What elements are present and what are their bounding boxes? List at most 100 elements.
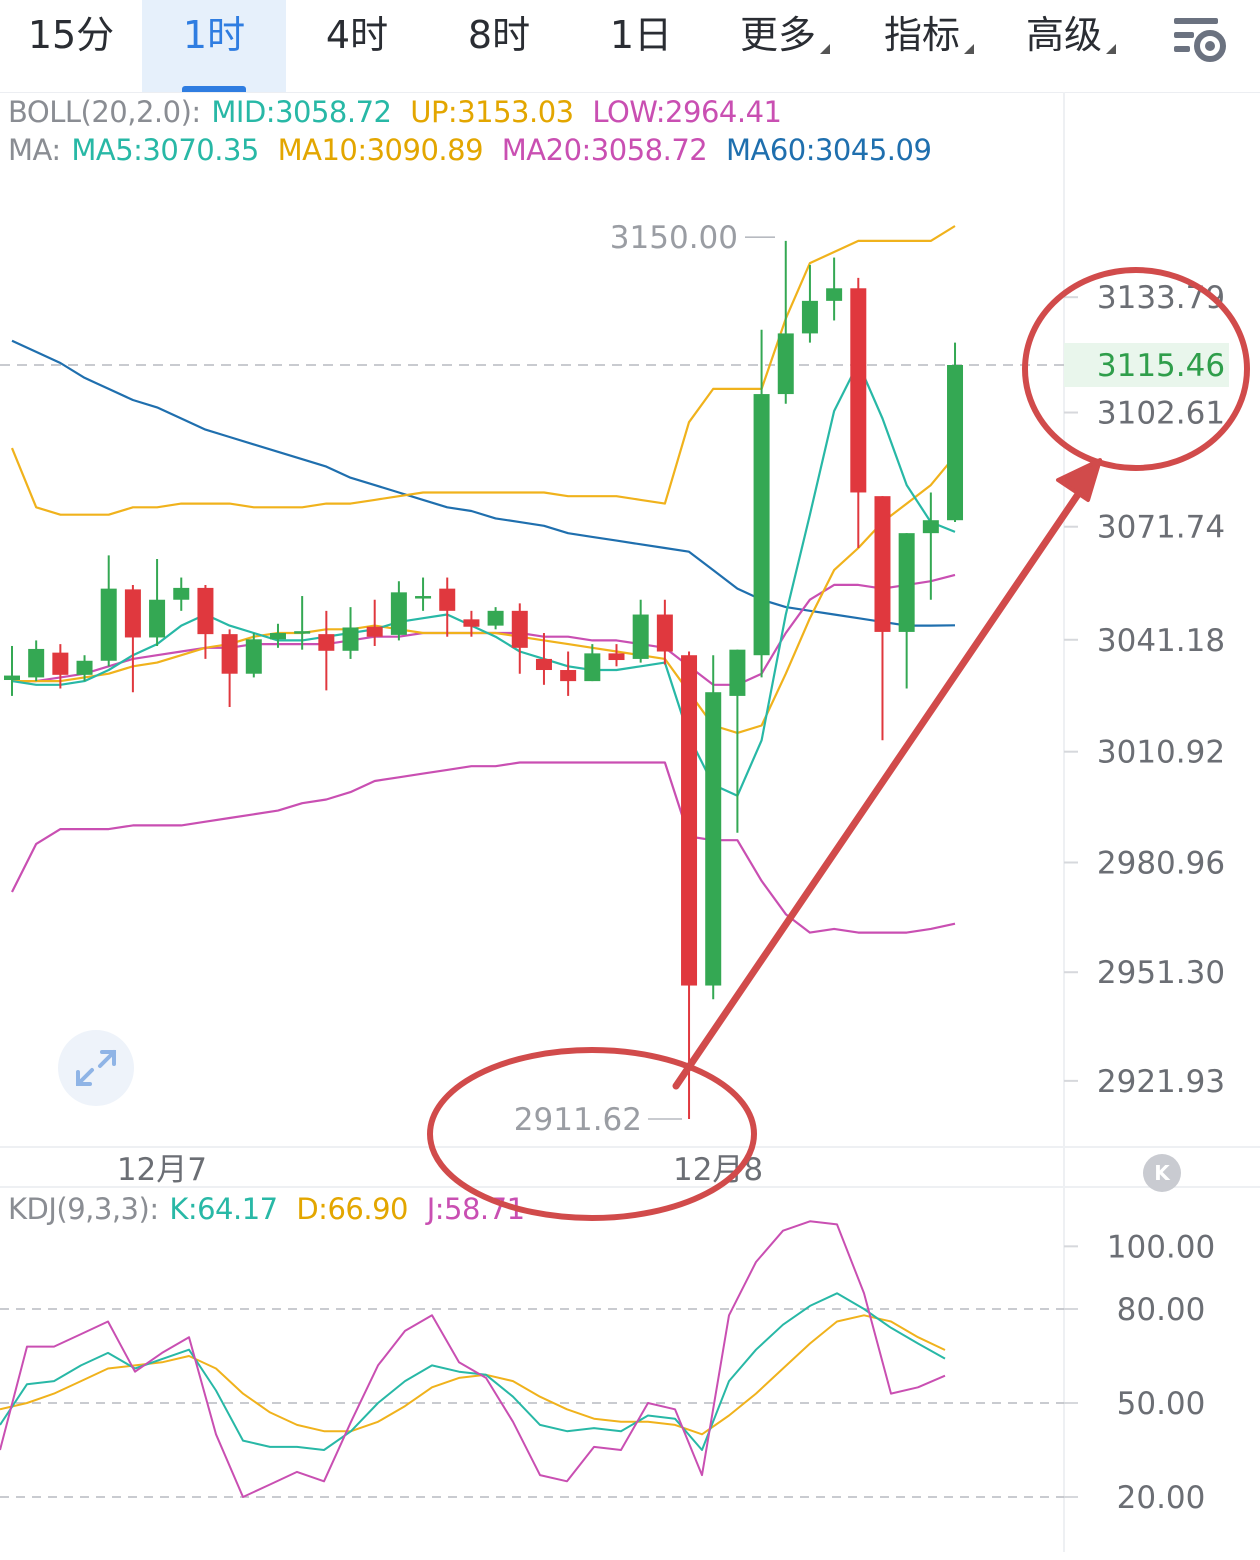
tab-indicators[interactable]: 指标 bbox=[858, 0, 1000, 92]
candle-body-down bbox=[850, 288, 867, 493]
candle-body-down bbox=[681, 655, 698, 986]
period-tab-bar: 15分 1时 4时 8时 1日 更多 指标 高级 bbox=[0, 0, 1260, 93]
kdj-k-value: K:64.17 bbox=[169, 1192, 278, 1226]
tab-advanced[interactable]: 高级 bbox=[1000, 0, 1142, 92]
ma10-value: MA10:3090.89 bbox=[277, 133, 484, 167]
kdj-k-line bbox=[0, 1292, 946, 1451]
candle-body-up bbox=[947, 365, 964, 521]
ma-legend-name: MA: bbox=[8, 133, 61, 167]
candle-body-down bbox=[608, 653, 625, 661]
boll-lower-line bbox=[11, 761, 956, 934]
kdj-d-value: D:66.90 bbox=[296, 1192, 408, 1226]
boll-up-value: UP:3153.03 bbox=[410, 95, 574, 129]
tab-4h[interactable]: 4时 bbox=[325, 13, 389, 57]
tab-1h[interactable]: 1时 bbox=[142, 0, 286, 92]
annotation-arrow-head bbox=[1056, 458, 1102, 502]
candle-body-down bbox=[366, 626, 383, 637]
dropdown-caret-icon bbox=[1106, 44, 1116, 54]
candle-body-up bbox=[922, 520, 939, 534]
dropdown-caret-icon bbox=[964, 44, 974, 54]
candle-body-down bbox=[221, 634, 238, 674]
low-price-label: 2911.62 bbox=[514, 1102, 642, 1138]
candle-body-down bbox=[439, 588, 456, 611]
candle-body-down bbox=[560, 670, 577, 682]
candle-body-up bbox=[777, 333, 794, 395]
price-tick-label: 3133.79 bbox=[1097, 280, 1225, 316]
kdj-tick-label: 50.00 bbox=[1117, 1386, 1206, 1422]
candle-body-up bbox=[632, 614, 649, 659]
price-tick-label: 2980.96 bbox=[1097, 846, 1225, 882]
expand-icon bbox=[76, 1050, 116, 1086]
kdj-legend-name: KDJ(9,3,3): bbox=[8, 1192, 159, 1226]
candle-body-up bbox=[729, 649, 746, 696]
candle-body-up bbox=[342, 627, 359, 651]
boll-upper-line bbox=[10, 225, 956, 516]
candle-body-up bbox=[584, 653, 601, 682]
boll-mid-value: MID:3058.72 bbox=[211, 95, 392, 129]
boll-low-value: LOW:2964.41 bbox=[592, 95, 782, 129]
kdj-d-line bbox=[0, 1314, 946, 1436]
price-tick-label: 2951.30 bbox=[1097, 955, 1225, 991]
price-tick-label: 3071.74 bbox=[1097, 510, 1225, 546]
candle-body-up bbox=[269, 633, 286, 640]
candle-body-up bbox=[76, 660, 93, 675]
candle-body-up bbox=[415, 596, 432, 599]
ma-legend: MA: MA5:3070.35 MA10:3090.89 MA20:3058.7… bbox=[8, 133, 941, 167]
kdj-tick-label: 80.00 bbox=[1117, 1292, 1206, 1328]
k-line-button[interactable]: K bbox=[1143, 1154, 1181, 1192]
ma60-value: MA60:3045.09 bbox=[725, 133, 932, 167]
boll-legend-name: BOLL(20,2.0): bbox=[8, 95, 201, 129]
candle-body-up bbox=[705, 692, 722, 986]
kdj-legend: KDJ(9,3,3): K:64.17 D:66.90 J:58.71 bbox=[8, 1192, 535, 1226]
dropdown-caret-icon bbox=[820, 44, 830, 54]
annotation-arrow-shaft bbox=[672, 483, 1087, 1090]
price-tick-label: 2921.93 bbox=[1097, 1064, 1225, 1100]
x-axis-label: 12月7 bbox=[117, 1152, 207, 1188]
candle-body-down bbox=[463, 619, 480, 627]
price-tick-label: 3010.92 bbox=[1097, 735, 1225, 771]
price-tick-label: 3041.18 bbox=[1097, 623, 1225, 659]
candle-body-up bbox=[390, 592, 407, 635]
candle-body-down bbox=[511, 610, 528, 648]
ma5-value: MA5:3070.35 bbox=[71, 133, 259, 167]
candle-body-up bbox=[801, 300, 818, 334]
candle-body-down bbox=[124, 589, 141, 638]
candle-body-up bbox=[898, 533, 915, 632]
high-price-label: 3150.00 bbox=[610, 220, 738, 256]
chart-settings-icon bbox=[1174, 18, 1226, 62]
candle-body-down bbox=[535, 658, 552, 671]
chart-settings-button[interactable] bbox=[1170, 10, 1230, 70]
candle-body-up bbox=[173, 587, 190, 600]
expand-button[interactable] bbox=[58, 1030, 134, 1106]
annotation-circle-low bbox=[427, 1047, 757, 1221]
tab-15min[interactable]: 15分 bbox=[27, 13, 115, 57]
kdj-j-line bbox=[0, 1220, 946, 1498]
boll-legend: BOLL(20,2.0): MID:3058.72 UP:3153.03 LOW… bbox=[8, 95, 791, 129]
candle-body-up bbox=[245, 639, 262, 674]
candle-body-up bbox=[149, 599, 166, 638]
price-tick-label: 3102.61 bbox=[1097, 396, 1225, 432]
candle-body-up bbox=[487, 610, 504, 626]
candle-body-down bbox=[656, 614, 673, 652]
annotation-circle-high bbox=[1022, 267, 1250, 471]
kdj-tick-label: 20.00 bbox=[1117, 1480, 1206, 1516]
last-price-label: 3115.46 bbox=[1097, 348, 1225, 384]
last-price-highlight bbox=[1064, 343, 1229, 387]
k-line-icon: K bbox=[1154, 1161, 1170, 1185]
candle-body-down bbox=[52, 652, 69, 675]
candle-body-up bbox=[826, 288, 843, 301]
kdj-tick-label: 100.00 bbox=[1107, 1229, 1215, 1265]
tab-8h[interactable]: 8时 bbox=[467, 13, 531, 57]
candle-body-up bbox=[4, 675, 20, 681]
candle-body-up bbox=[753, 394, 770, 656]
candle-body-up bbox=[28, 648, 45, 678]
candle-body-down bbox=[197, 587, 214, 635]
candle-body-up bbox=[100, 588, 117, 661]
tab-1d[interactable]: 1日 bbox=[609, 13, 673, 57]
tab-more[interactable]: 更多 bbox=[712, 0, 858, 92]
ma5-line bbox=[11, 361, 956, 797]
candle-body-down bbox=[874, 496, 891, 632]
candle-body-up bbox=[294, 631, 311, 634]
kline-chart[interactable]: 3133.79 3102.61 3071.74 3041.18 3010.92 2980.… bbox=[0, 92, 1260, 1560]
candle-body-down bbox=[318, 634, 335, 651]
